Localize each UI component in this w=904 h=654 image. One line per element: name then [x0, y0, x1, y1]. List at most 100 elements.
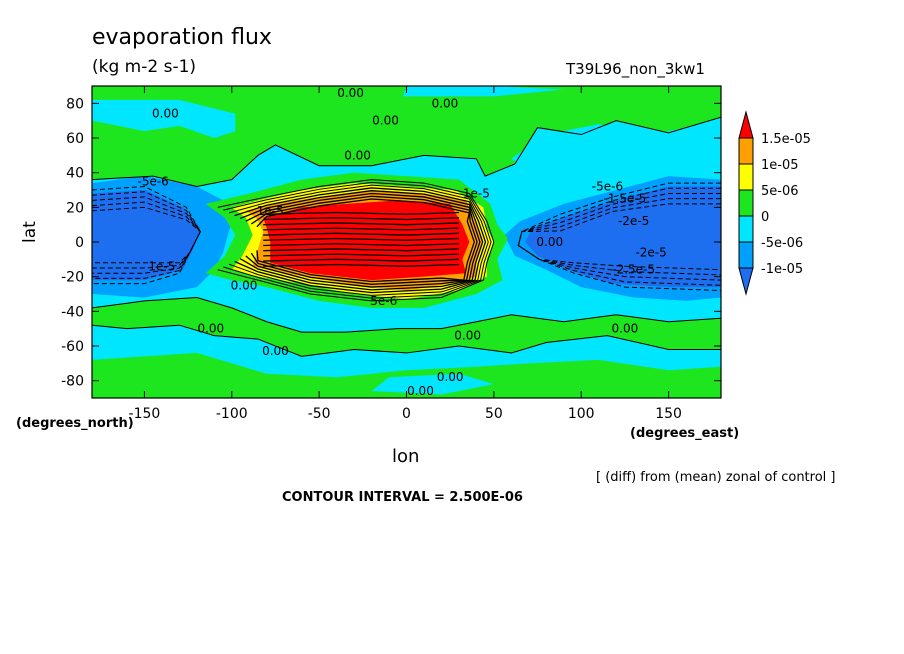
cyan-region-northwest: [92, 99, 236, 138]
x-tick-label: -100: [216, 406, 248, 422]
green-region-south: [92, 297, 721, 357]
negative-contour-east: [517, 203, 721, 271]
positive-contour-core: [228, 184, 489, 296]
colorbar-swatch: [738, 189, 754, 217]
positive-contour-core: [217, 179, 495, 302]
x-tick-label: -150: [129, 406, 161, 422]
run-name: T39L96_non_3kw1: [566, 60, 705, 78]
y-tick-label: -20: [61, 270, 84, 286]
colorbar-label: 1e-05: [761, 158, 799, 173]
positive-contour-core: [245, 192, 481, 288]
contour-label: 0.00: [536, 235, 563, 249]
contour-label: 0.00: [197, 322, 224, 336]
zero-contour-south: [92, 296, 721, 333]
positive-contour-core-inner: [263, 253, 459, 257]
zero-contour-north: [92, 116, 721, 188]
positive-contour-core-inner: [263, 211, 459, 215]
x-tick-label: 100: [568, 406, 595, 422]
x-axis-label: lon: [392, 446, 420, 467]
x-tick-label: 50: [485, 406, 503, 422]
colorbar: 1.5e-05 1e-05 5e-06 0 -5e-06 -1e-05: [738, 110, 811, 296]
y-tick-label: -80: [61, 374, 84, 390]
contour-label: -5e-6: [137, 174, 168, 188]
axes: -150 -100 -50 0 50 100 150 80 60 40 20 0 -20 -40 -60 -8…: [61, 86, 721, 422]
negative-contour-east: [517, 182, 721, 292]
contour-label: -2e-5: [618, 214, 649, 228]
contour-label: -1.5e-5: [604, 192, 647, 206]
contour-label: -2e-5: [635, 245, 666, 259]
y-axis-unit: (degrees_north): [16, 416, 134, 431]
positive-contour-core-inner: [263, 237, 459, 241]
contour-labels: 0.000.000.000.000.00-5e-61e-51e-50.001e-…: [137, 86, 666, 398]
contour-lines: [92, 116, 721, 357]
colorbar-label: 5e-06: [761, 184, 799, 199]
contour-label: 1e-5: [257, 204, 284, 218]
y-tick-label: -40: [61, 304, 84, 320]
y-tick-label: 80: [66, 96, 84, 112]
contour-label: 0.00: [454, 329, 481, 343]
contour-field: [92, 86, 721, 398]
positive-contour-core-inner: [263, 258, 459, 262]
colorbar-label: 1.5e-05: [761, 132, 811, 147]
colorbar-swatch: [738, 241, 754, 269]
positive-contour-core: [234, 187, 487, 294]
positive-contour-core-inner: [263, 217, 459, 221]
negative-contour-west: [92, 201, 201, 269]
colorbar-arrow-bottom: [738, 267, 754, 296]
y-tick-label: 0: [75, 235, 84, 251]
colorbar-swatch: [738, 137, 754, 165]
difference-note: [ (diff) from (mean) zonal of control ]: [596, 470, 836, 485]
contour-label: -2.5e-5: [612, 263, 655, 277]
contour-label: 0.00: [407, 384, 434, 398]
y-tick-label: 40: [66, 166, 84, 182]
contour-label: 0.00: [152, 107, 179, 121]
contour-label: 0.00: [432, 96, 459, 110]
positive-contour-core-inner: [263, 222, 459, 226]
red-core: [263, 200, 470, 281]
contour-label: 1e-5: [463, 186, 490, 200]
cyan-region-northeast: [511, 120, 721, 190]
contour-label: 0.00: [262, 344, 289, 358]
positive-contour-core-inner: [263, 263, 459, 267]
x-axis-unit: (degrees_east): [630, 426, 740, 441]
green-region-antarctic: [92, 352, 721, 398]
x-tick-label: 0: [402, 406, 411, 422]
contour-label: 1e-5: [148, 259, 175, 273]
contour-label: 0.00: [437, 370, 464, 384]
colorbar-label: -1e-05: [761, 262, 803, 277]
colorbar-label: -5e-06: [761, 236, 803, 251]
contour-label: 0.00: [344, 148, 371, 162]
contour-label: 0.00: [372, 114, 399, 128]
colorbar-swatch: [738, 215, 754, 243]
positive-contour-core-inner: [263, 232, 459, 236]
contour-label: 0.00: [612, 322, 639, 336]
y-tick-label: -60: [61, 339, 84, 355]
chart-title: evaporation flux: [92, 25, 272, 50]
chart-units: (kg m-2 s-1): [92, 57, 197, 77]
negative-contour-west: [92, 206, 201, 264]
positive-contour-core: [250, 195, 478, 285]
colorbar-arrow-top: [738, 110, 754, 139]
cyan-region-polar: [403, 86, 564, 97]
positive-contour-core-inner: [263, 248, 459, 252]
x-tick-label: -50: [308, 406, 331, 422]
contour-label: 0.00: [231, 278, 258, 292]
y-tick-label: 20: [66, 200, 84, 216]
zero-contour-south-2: [92, 324, 721, 357]
colorbar-label: 0: [761, 210, 769, 225]
contour-label: 0.00: [337, 86, 364, 100]
positive-contour-core: [256, 198, 475, 283]
y-tick-label: 60: [66, 131, 84, 147]
cyan-region-south-pole: [371, 373, 494, 395]
contour-interval: CONTOUR INTERVAL = 2.500E-06: [282, 490, 523, 505]
darkblue-region-east: [525, 186, 721, 288]
colorbar-swatch: [738, 163, 754, 191]
positive-contour-core: [223, 181, 492, 299]
contour-label: 5e-6: [370, 294, 397, 308]
positive-contour-core: [239, 190, 484, 291]
contour-label: -5e-6: [592, 180, 623, 194]
negative-contour-west: [92, 191, 201, 279]
positive-contour-core-inner: [263, 227, 459, 231]
green-region-north: [92, 86, 721, 187]
